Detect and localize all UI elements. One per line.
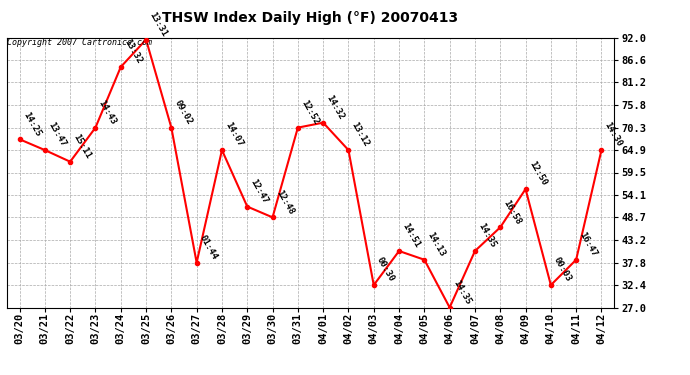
Text: 14:13: 14:13: [426, 231, 447, 258]
Text: Copyright 2007 Cartronics.com: Copyright 2007 Cartronics.com: [7, 38, 152, 46]
Text: 14:32: 14:32: [324, 93, 346, 121]
Text: 00:03: 00:03: [552, 256, 573, 284]
Text: 12:47: 12:47: [248, 177, 270, 205]
Text: 14:43: 14:43: [97, 99, 118, 126]
Text: 15:11: 15:11: [72, 132, 92, 160]
Text: 16:47: 16:47: [578, 231, 599, 258]
Text: 16:58: 16:58: [502, 198, 523, 226]
Text: 13:32: 13:32: [122, 38, 144, 66]
Text: 13:31: 13:31: [148, 10, 168, 38]
Text: 12:50: 12:50: [527, 160, 548, 188]
Text: 14:35: 14:35: [451, 278, 472, 306]
Text: THSW Index Daily High (°F) 20070413: THSW Index Daily High (°F) 20070413: [162, 11, 459, 25]
Text: 14:30: 14:30: [603, 121, 624, 148]
Text: 12:48: 12:48: [274, 188, 295, 216]
Text: 14:07: 14:07: [224, 121, 244, 148]
Text: 01:44: 01:44: [198, 234, 219, 261]
Text: 13:12: 13:12: [350, 121, 371, 148]
Text: 09:02: 09:02: [172, 99, 194, 126]
Text: 00:30: 00:30: [375, 256, 396, 284]
Text: 14:25: 14:25: [21, 110, 42, 138]
Text: 14:51: 14:51: [400, 222, 422, 250]
Text: 13:47: 13:47: [46, 121, 68, 148]
Text: 12:52: 12:52: [299, 99, 320, 126]
Text: 14:35: 14:35: [476, 222, 497, 250]
